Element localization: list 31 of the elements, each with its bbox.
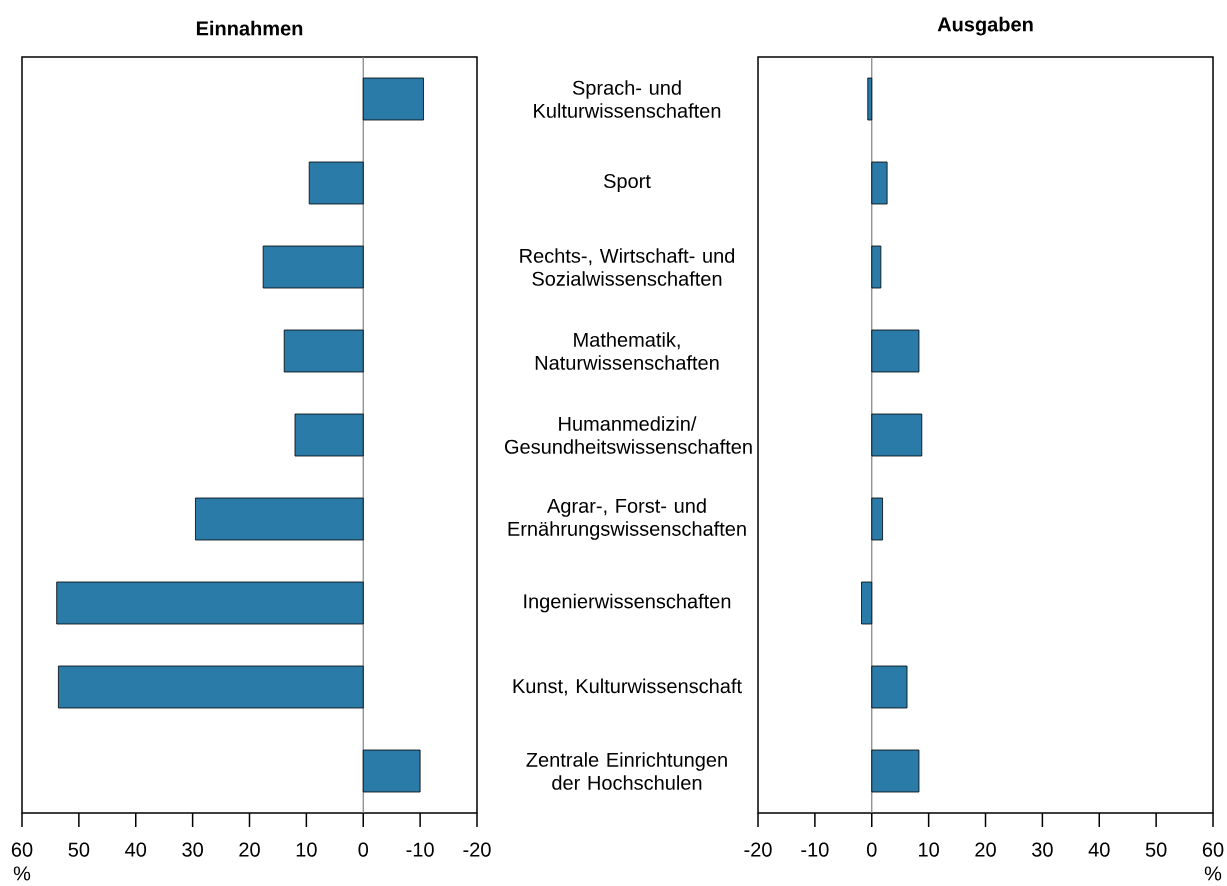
y-tick-label: Humanmedizin/Gesundheitswissenschaften [505,416,752,454]
y-tick-label: Mathematik, Naturwissenschaften [535,332,719,370]
x-tick-label: 10 [919,842,939,857]
x-tick-label: 0 [866,842,877,857]
x-tick-label: -20 [744,842,772,857]
x-tick-label: 10 [296,842,317,857]
y-tick-label: Sport [604,173,651,193]
y-tick-label: Sprach- und Kulturwissenschaften [534,80,721,118]
x-tick-label: 20 [239,842,260,857]
x-tick-label: 30 [1032,842,1053,857]
y-tick-label: Agrar-, Forst- und Ernährungswissenschaften [508,498,746,540]
x-tick-label: 50 [68,842,90,857]
chart-title: Einnahmen [196,20,303,36]
x-tick-label: 50 [1145,842,1167,857]
y-tick-label: Zentrale Einrichtungen der Hochschulen [526,752,727,790]
x-tick-label: 40 [125,842,147,857]
x-tick-label: 40 [1088,842,1110,857]
x-tick-label: -10 [801,842,829,857]
x-tick-label: 30 [182,842,203,857]
x-tick-label: 20 [975,842,996,857]
x-tick-label: -10 [406,842,434,857]
y-tick-label: Ingenierwissenschaften [524,593,731,613]
x-tick-label: -20 [463,842,491,857]
x-tick-label: 0 [358,842,369,857]
x-axis-title: % [13,866,31,881]
x-axis-title: % [1204,866,1222,881]
chart-title: Ausgaben [937,16,1033,36]
y-tick-label: Rechts-, Wirtschaft- und Sozialwissenschaften [520,248,735,286]
y-tick-label: Kunst, Kulturwissenschaft [513,678,742,696]
x-tick-label: 60 [1202,842,1224,857]
x-tick-label: 60 [11,842,33,857]
